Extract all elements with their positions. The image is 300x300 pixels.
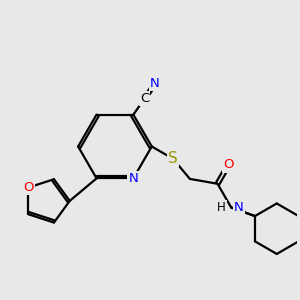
Text: N: N [234, 201, 244, 214]
Text: H: H [217, 201, 226, 214]
Text: O: O [223, 158, 234, 172]
Text: S: S [168, 151, 178, 166]
Text: N: N [150, 77, 160, 90]
Text: O: O [23, 181, 34, 194]
Text: C: C [140, 92, 149, 105]
Text: N: N [128, 172, 138, 185]
